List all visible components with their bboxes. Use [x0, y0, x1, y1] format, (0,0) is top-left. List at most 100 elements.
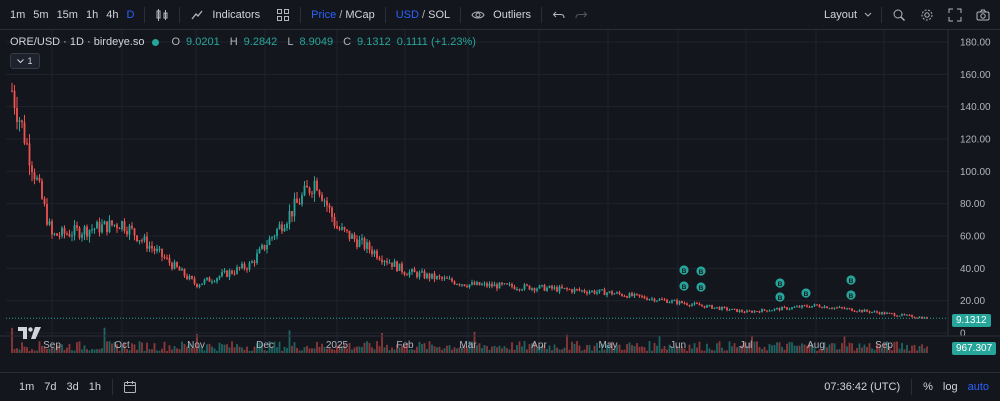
volume-bar: [641, 346, 643, 353]
price-tick-label: 140.00: [960, 102, 991, 113]
buy-marker[interactable]: B: [679, 281, 689, 291]
percent-scale-button[interactable]: %: [923, 381, 933, 393]
candle-body: [693, 302, 696, 305]
buy-marker[interactable]: B: [775, 292, 785, 302]
buy-marker[interactable]: B: [679, 265, 689, 275]
buy-marker[interactable]: B: [696, 266, 706, 276]
candle-body: [136, 235, 138, 242]
buy-marker[interactable]: B: [801, 288, 811, 298]
candle-body: [283, 228, 286, 232]
buy-marker[interactable]: B: [846, 275, 856, 285]
candle-body: [141, 240, 143, 242]
symbol-legend: ORE/USD · 1D · birdeye.so O 9.0201 H 9.284…: [10, 36, 476, 48]
candle-body: [363, 238, 366, 249]
range-3d[interactable]: 3d: [66, 381, 79, 393]
interval-1h[interactable]: 1h: [85, 8, 99, 21]
candle-body: [251, 261, 253, 263]
candle-body: [648, 299, 651, 301]
volume-bar: [526, 349, 528, 353]
candle-body: [436, 276, 438, 280]
volume-bar: [776, 342, 778, 353]
usd-option[interactable]: USD: [395, 8, 419, 21]
calendar-icon[interactable]: [119, 376, 141, 398]
buy-marker-badge: [679, 265, 689, 275]
volume-bar: [26, 347, 28, 353]
volume-bar: [48, 348, 51, 353]
interval-d[interactable]: D: [126, 8, 135, 21]
templates-icon[interactable]: [272, 4, 294, 26]
auto-scale-button[interactable]: auto: [967, 381, 989, 393]
volume-bar: [481, 347, 483, 353]
usd-sol-toggle[interactable]: USD / SOL: [392, 9, 454, 21]
candle-body: [188, 276, 191, 280]
price-option[interactable]: Price: [311, 8, 337, 21]
candle-body: [411, 269, 413, 272]
clock-utc[interactable]: 07:36:42 (UTC): [824, 381, 901, 393]
volume-bar: [753, 341, 756, 353]
tradingview-logo[interactable]: [18, 327, 42, 339]
candle-body: [796, 306, 798, 308]
chevron-down-icon[interactable]: [861, 4, 875, 26]
buy-marker[interactable]: B: [696, 282, 706, 292]
candle-body: [173, 262, 176, 269]
candle-body: [493, 284, 496, 287]
volume-bar: [383, 347, 386, 353]
camera-icon[interactable]: [972, 4, 994, 26]
price-mcap-toggle[interactable]: Price / MCap: [307, 9, 379, 21]
candle-body: [706, 305, 708, 308]
volume-bar: [83, 345, 86, 353]
gear-icon[interactable]: [916, 4, 938, 26]
redo-icon[interactable]: [570, 4, 592, 26]
volume-bar: [448, 345, 451, 353]
range-1m[interactable]: 1m: [19, 381, 35, 393]
mcap-option[interactable]: MCap: [345, 8, 375, 21]
interval-1m[interactable]: 1m: [10, 8, 26, 21]
volume-value-tag: 967.307: [952, 342, 997, 355]
candle-body: [701, 305, 703, 307]
log-scale-button[interactable]: log: [942, 381, 958, 393]
zoom-icon[interactable]: [888, 4, 910, 26]
volume-bar: [211, 346, 213, 353]
eye-icon[interactable]: [467, 4, 489, 26]
range-7d[interactable]: 7d: [44, 381, 57, 393]
volume-bar: [266, 350, 268, 353]
undo-icon[interactable]: [548, 4, 570, 26]
buy-marker[interactable]: B: [775, 278, 785, 288]
interval-15m[interactable]: 15m: [56, 8, 78, 21]
candle-body: [308, 187, 311, 194]
layout-button[interactable]: Layout: [823, 8, 857, 21]
low-label: L: [287, 36, 294, 48]
indicators-icon[interactable]: [186, 4, 208, 26]
volume-bar: [566, 334, 568, 353]
indicators-button[interactable]: Indicators: [212, 8, 261, 21]
volume-bar: [903, 349, 906, 353]
sol-option[interactable]: SOL: [428, 8, 451, 21]
interval-4h[interactable]: 4h: [106, 8, 119, 21]
volume-bar: [781, 346, 783, 353]
price-axis[interactable]: 0 20.00 40.00 60.00 80.00 100.00 120.00 140.00 1…: [0, 30, 1000, 340]
collapse-legend-button[interactable]: 1: [10, 53, 40, 69]
candle-body: [281, 224, 283, 232]
time-axis[interactable]: Sep Oct Nov Dec 2025 Feb Mar Apr May Jun Jul Aug Sep: [43, 340, 893, 351]
candle-body: [873, 311, 876, 313]
volume-bars: [11, 327, 928, 353]
volume-bar: [676, 345, 678, 353]
buy-marker[interactable]: B: [846, 290, 856, 300]
buy-marker-label: B: [699, 269, 704, 276]
volume-bar: [31, 349, 33, 353]
volume-bar: [476, 345, 478, 353]
range-group: 1m 7d 3d 1h: [0, 376, 141, 398]
outliers-button[interactable]: Outliers: [493, 8, 532, 21]
buy-marker-badge: [696, 266, 706, 276]
range-1h[interactable]: 1h: [88, 381, 102, 393]
candle-chart-type-icon[interactable]: [151, 4, 173, 26]
fullscreen-icon[interactable]: [944, 4, 966, 26]
symbol-title[interactable]: ORE/USD · 1D · birdeye.so: [10, 36, 145, 48]
volume-bar: [33, 350, 36, 353]
interval-5m[interactable]: 5m: [33, 8, 49, 21]
candle-body: [911, 315, 913, 318]
bottom-toolbar: 1m 7d 3d 1h 07:36:42 (UTC) % log auto: [0, 372, 1000, 401]
